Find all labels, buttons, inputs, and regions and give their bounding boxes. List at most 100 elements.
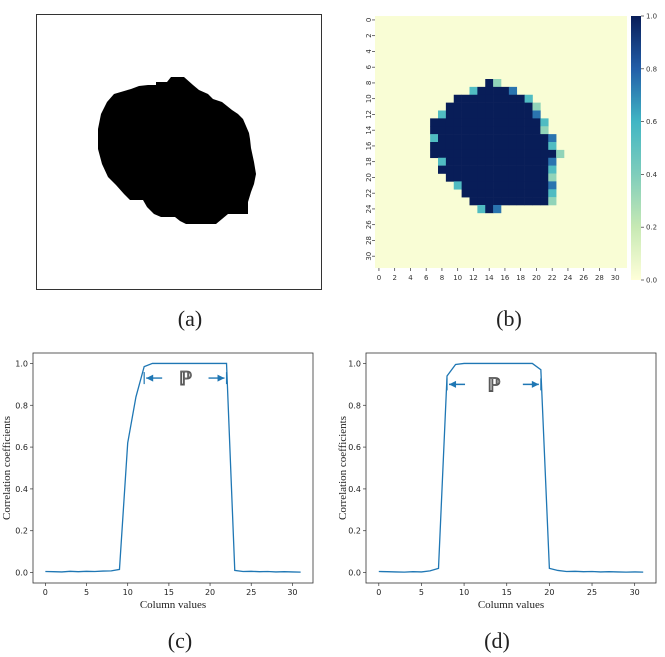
heatmap-cell [501,189,510,198]
heatmap-cell [445,118,455,127]
heatmap-cell [501,149,510,159]
heatmap-cell [524,110,533,119]
heatmap-cell [524,142,533,151]
heatmap-cell [548,149,557,159]
arrow-left-head [449,380,457,388]
annotation-label: ℙ [487,374,500,396]
heatmap-cell [493,134,502,143]
heatmap-cell [501,110,510,119]
heatmap-cell [532,134,541,143]
data-line [45,362,301,573]
heatmap-cell [501,126,510,135]
heatmap-cell [485,142,494,151]
heatmap-cell [485,173,494,182]
heatmap-cell [438,165,447,174]
x-tick-label: 14 [485,274,494,282]
heatmap-cell [493,86,502,96]
x-tick-label: 28 [595,274,604,282]
heatmap-cell [477,189,486,198]
x-tick-label: 15 [164,588,174,597]
heatmap-cell [477,205,486,214]
heatmap-cell [532,102,541,111]
heatmap-cell [532,189,541,198]
y-tick-label: 30 [365,252,373,261]
heatmap-cell [485,110,494,119]
heatmap-cell [469,181,478,190]
heatmap-cell [469,134,478,143]
heatmap-cell [516,173,525,182]
heatmap-cell [430,149,439,159]
heatmap-cell [477,102,486,111]
x-tick-label: 15 [502,588,512,597]
heatmap-cell [524,181,533,190]
heatmap-cell [430,118,439,127]
heatmap-cell [508,134,518,143]
heatmap-cell [524,157,533,166]
heatmap-cell [485,126,494,135]
heatmap-cell [485,134,494,143]
plot-frame [32,352,314,584]
heatmap-cell [438,118,447,127]
heatmap-cell [445,126,455,135]
heatmap-cell [501,181,510,190]
y-tick-label: 0.4 [348,485,361,494]
x-tick-label: 4 [408,274,413,282]
heatmap-cell [524,165,533,174]
heatmap-cell [516,126,525,135]
heatmap-cell [430,134,439,143]
heatmap-cell [469,94,478,103]
heatmap-cell [461,181,470,190]
y-tick-label: 10 [365,94,373,103]
heatmap-cell [461,102,470,111]
y-tick-label: 0.2 [348,527,361,536]
heatmap-chart: 0 2 4 6 8 10 12 14 16 18 20 22 24 26 28 300246810121416… [365,13,658,285]
heatmap-cell [485,79,494,88]
y-tick-label: 0.6 [15,443,28,452]
heatmap-cell [516,118,525,127]
x-tick-label: 0 [376,588,381,597]
heatmap-cell [493,197,502,206]
heatmap-cell [477,86,486,96]
heatmap-cell [461,149,470,159]
heatmap-cell [524,173,533,182]
heatmap-cell [516,157,525,166]
data-line [378,362,644,573]
black-blob [98,77,256,224]
heatmap-cell [516,181,525,190]
heatmap-cell [438,134,447,143]
heatmap-cell [477,197,486,206]
y-tick-label: 0.0 [15,569,28,578]
heatmap-cell [453,173,462,182]
binary-mask-image [36,14,322,290]
heatmap-cell [540,142,549,151]
heatmap-cell [508,110,518,119]
heatmap-cell [469,126,478,135]
heatmap-cell [508,142,518,151]
annotation-label: ℙ [179,368,192,390]
heatmap-cell [524,134,533,143]
y-tick-label: 8 [365,81,373,85]
heatmap-cell [461,142,470,151]
heatmap-cell [516,134,525,143]
heatmap-cell [469,189,478,198]
heatmap-cell [453,126,462,135]
heatmap-cell [508,173,518,182]
heatmap-cell [532,142,541,151]
y-tick-label: 20 [365,173,373,182]
x-tick-label: 10 [123,588,133,597]
plot-frame [365,352,657,584]
heatmap-cell [493,165,502,174]
x-tick-label: 16 [500,274,509,282]
heatmap-cell [493,110,502,119]
heatmap-cell [540,181,549,190]
heatmap-cell [532,181,541,190]
x-tick-label: 0 [43,588,48,597]
y-tick-label: 26 [365,220,373,229]
heatmap-cell [501,134,510,143]
caption-a: (a) [177,306,203,331]
heatmap-cell [540,157,549,166]
heatmap-cell [461,157,470,166]
heatmap-cell [508,157,518,166]
heatmap-cell [508,189,518,198]
heatmap-cell [540,126,549,135]
